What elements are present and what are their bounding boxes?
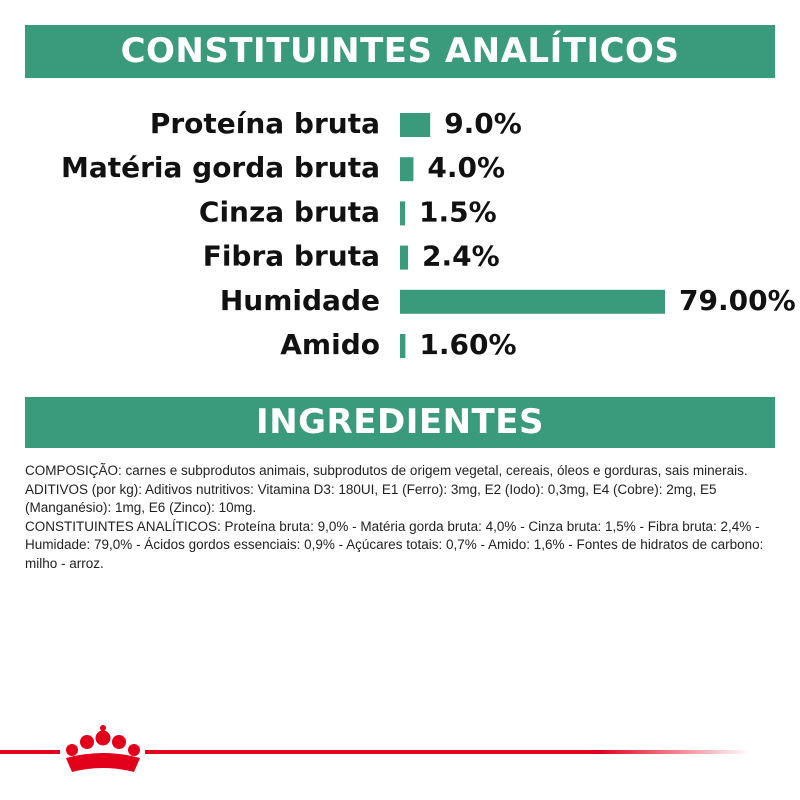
value-label: 4.0%	[427, 151, 505, 184]
paragraph: ADITIVOS (por kg): Aditivos nutritivos: …	[25, 481, 717, 516]
value-label: 79.00%	[679, 284, 796, 317]
bar	[400, 289, 665, 314]
category-label: Fibra bruta	[203, 240, 380, 273]
paragraph: CONSTITUINTES ANALÍTICOS: Proteína bruta…	[25, 518, 764, 571]
chart: Proteína bruta 9.0% Matéria gorda bruta 4.0…	[61, 107, 796, 361]
paragraph: COMPOSIÇÃO: carnes e subprodutos animais…	[25, 463, 748, 478]
category-label: Cinza bruta	[199, 195, 380, 228]
value-label: 1.5%	[419, 195, 497, 228]
section-header: CONSTITUINTES ANALÍTICOS	[25, 25, 775, 78]
ingredients-text: COMPOSIÇÃO: carnes e subprodutos animais…	[25, 462, 775, 574]
bar	[400, 157, 414, 182]
value-label: 2.4%	[422, 240, 500, 273]
category-label: Proteína bruta	[150, 107, 380, 140]
category-label: Amido	[280, 328, 380, 361]
bar	[400, 201, 406, 226]
footer-logo	[0, 725, 750, 772]
value-label: 1.60%	[419, 328, 516, 361]
category-label: Matéria gorda bruta	[61, 151, 380, 184]
value-label: 9.0%	[444, 107, 522, 140]
bar	[400, 334, 406, 358]
section-header: INGREDIENTES	[25, 397, 775, 448]
bar	[400, 113, 431, 137]
bar	[400, 245, 409, 270]
category-label: Humidade	[220, 284, 380, 317]
